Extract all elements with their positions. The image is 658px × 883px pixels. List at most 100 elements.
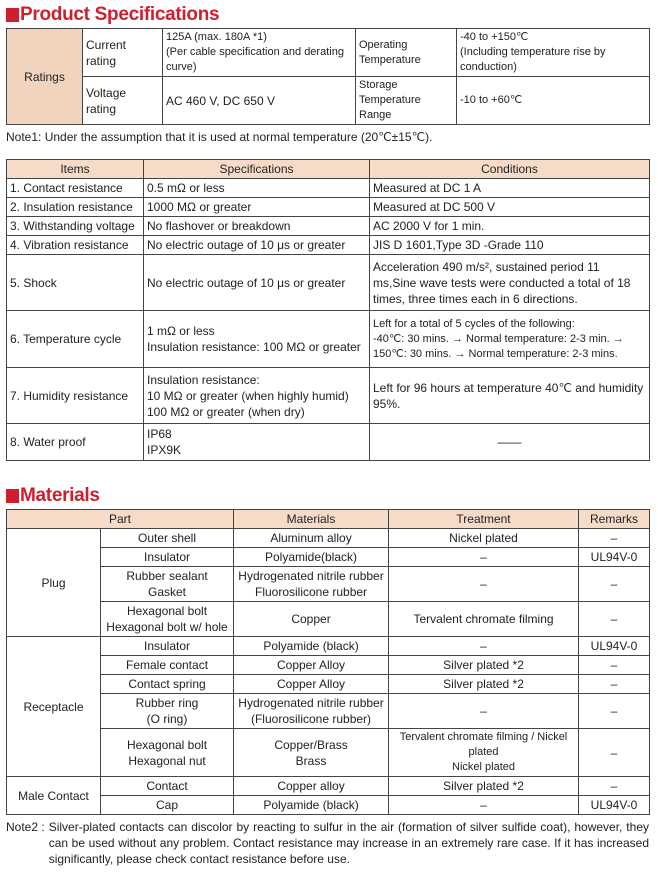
group-cell: Plug	[6, 528, 101, 637]
storage-temperature-label: Storage Temperature Range	[355, 76, 457, 125]
header-remarks: Remarks	[578, 509, 651, 529]
spec-row: 2. Insulation resistance 1000 MΩ or great…	[6, 197, 650, 217]
material-cell: Hydrogenated nitrile rubber (Fluorosilico…	[233, 693, 390, 729]
remarks-cell: UL94V-0	[578, 547, 651, 567]
material-cell: Polyamide(black)	[233, 547, 390, 567]
condition-cell: JIS D 1601,Type 3D -Grade 110	[369, 235, 650, 255]
treatment-cell: Silver plated *2	[388, 776, 580, 796]
material-row: Insulator Polyamide(black) – UL94V-0	[7, 547, 651, 567]
spec-cell: No electric outage of 10 μs or greater	[143, 235, 370, 255]
material-cell: Copper Alloy	[233, 655, 390, 675]
material-row: Rubber sealant Gasket Hydrogenated nitrile…	[7, 566, 651, 602]
spec-row: 6. Temperature cycle 1 mΩ or less Insulati…	[6, 310, 650, 368]
material-cell: Copper	[233, 601, 390, 637]
material-row: Rubber ring (O ring) Hydrogenated nitrile …	[7, 693, 651, 729]
material-row: Hexagonal bolt Hexagonal bolt w/ hole Copp…	[7, 601, 651, 637]
part-cell: Rubber ring (O ring)	[99, 693, 235, 729]
treatment-cell: –	[388, 547, 580, 567]
spec-cell: Insulation resistance: 10 MΩ or greater (…	[143, 367, 370, 424]
treatment-cell: Tervalent chromate filming	[388, 601, 580, 637]
item-cell: 7. Humidity resistance	[6, 367, 144, 424]
materials-title: Materials	[6, 485, 649, 507]
item-cell: 4. Vibration resistance	[6, 235, 144, 255]
remarks-cell: UL94V-0	[578, 636, 651, 656]
header-items: Items	[6, 159, 144, 179]
material-cell: Polyamide (black)	[233, 636, 390, 656]
material-cell: Copper Alloy	[233, 674, 390, 694]
material-row: Plug Outer shell Aluminum alloy Nickel plat…	[6, 528, 651, 637]
header-treatment: Treatment	[388, 509, 580, 529]
treatment-cell: Silver plated *2	[388, 674, 580, 694]
materials-table: Part Materials Treatment Remarks Plug Outer …	[5, 509, 651, 815]
condition-cell: Measured at DC 1 A	[369, 178, 650, 198]
item-cell: 5. Shock	[6, 254, 144, 311]
part-cell: Hexagonal bolt Hexagonal nut	[99, 728, 235, 777]
remarks-cell: –	[578, 528, 651, 548]
remarks-cell: UL94V-0	[578, 795, 651, 815]
treatment-cell: Tervalent chromate filming / Nickel plat…	[388, 728, 580, 777]
part-cell: Hexagonal bolt Hexagonal bolt w/ hole	[99, 601, 235, 637]
material-cell: Hydrogenated nitrile rubber Fluorosilicon…	[233, 566, 390, 602]
treatment-cell: –	[388, 693, 580, 729]
spec-row: 8. Water proof IP68 IPX9K ——	[6, 423, 650, 461]
material-row: Cap Polyamide (black) – UL94V-0	[7, 795, 651, 815]
title-text: Materials	[20, 485, 100, 506]
condition-cell: AC 2000 V for 1 min.	[369, 216, 650, 236]
header-conditions: Conditions	[369, 159, 650, 179]
spec-cell: 1 mΩ or less Insulation resistance: 100 M…	[143, 310, 370, 368]
remarks-cell: –	[578, 674, 651, 694]
remarks-cell: –	[578, 601, 651, 637]
note2-label: Note2 :	[6, 820, 45, 834]
condition-cell: Left for 96 hours at temperature 40℃ and…	[369, 367, 650, 424]
part-cell: Cap	[99, 795, 235, 815]
spec-row: 3. Withstanding voltage No flashover or b…	[6, 216, 650, 236]
current-rating-value: 125A (max. 180A *1) (Per cable specificat…	[162, 28, 356, 77]
spec-cell: No flashover or breakdown	[143, 216, 370, 236]
title-text: Product Specifications	[20, 4, 220, 25]
storage-temperature-value: -10 to +60℃	[456, 76, 650, 125]
spec-cell: 0.5 mΩ or less	[143, 178, 370, 198]
material-cell: Copper/Brass Brass	[233, 728, 390, 777]
condition-cell: Left for a total of 5 cycles of the foll…	[369, 310, 650, 368]
spec-row: 4. Vibration resistance No electric outag…	[6, 235, 650, 255]
voltage-rating-label: Voltage rating	[82, 76, 163, 125]
remarks-cell: –	[578, 776, 651, 796]
treatment-cell: Silver plated *2	[388, 655, 580, 675]
condition-cell: Measured at DC 500 V	[369, 197, 650, 217]
part-cell: Insulator	[99, 547, 235, 567]
material-row: Female contact Copper Alloy Silver plated …	[7, 655, 651, 675]
remarks-cell: –	[578, 728, 651, 777]
note1: Note1: Under the assumption that it is u…	[6, 130, 433, 144]
material-cell: Copper alloy	[233, 776, 390, 796]
operating-temperature-label: Operating Temperature	[355, 28, 457, 77]
note2: Note2 : Silver-plated contacts can discol…	[6, 819, 649, 867]
square-bullet-icon	[6, 8, 19, 22]
spec-cell: 1000 MΩ or greater	[143, 197, 370, 217]
header-specifications: Specifications	[143, 159, 370, 179]
specifications-table: Items Specifications Conditions 1. Contact…	[6, 159, 650, 461]
material-row: Receptacle Insulator Polyamide (black) – UL9…	[6, 636, 651, 777]
square-bullet-icon	[6, 489, 19, 503]
part-cell: Contact	[99, 776, 235, 796]
treatment-cell: –	[388, 636, 580, 656]
header-materials: Materials	[233, 509, 390, 529]
treatment-cell: Nickel plated	[388, 528, 580, 548]
voltage-rating-value: AC 460 V, DC 650 V	[162, 76, 356, 125]
item-cell: 3. Withstanding voltage	[6, 216, 144, 236]
material-row: Male Contact Contact Copper alloy Silver pl…	[6, 776, 651, 815]
remarks-cell: –	[578, 566, 651, 602]
product-specifications-title: Product Specifications	[6, 4, 649, 26]
remarks-cell: –	[578, 655, 651, 675]
current-rating-label: Current rating	[82, 28, 163, 77]
part-cell: Contact spring	[99, 674, 235, 694]
item-cell: 6. Temperature cycle	[6, 310, 144, 368]
material-row: Contact spring Copper Alloy Silver plated …	[7, 674, 651, 694]
group-cell: Receptacle	[6, 636, 101, 777]
part-cell: Rubber sealant Gasket	[99, 566, 235, 602]
spec-cell: No electric outage of 10 μs or greater	[143, 254, 370, 311]
spec-row: 7. Humidity resistance Insulation resista…	[6, 367, 650, 424]
material-cell: Aluminum alloy	[233, 528, 390, 548]
ratings-label: Ratings	[6, 28, 83, 125]
item-cell: 2. Insulation resistance	[6, 197, 144, 217]
